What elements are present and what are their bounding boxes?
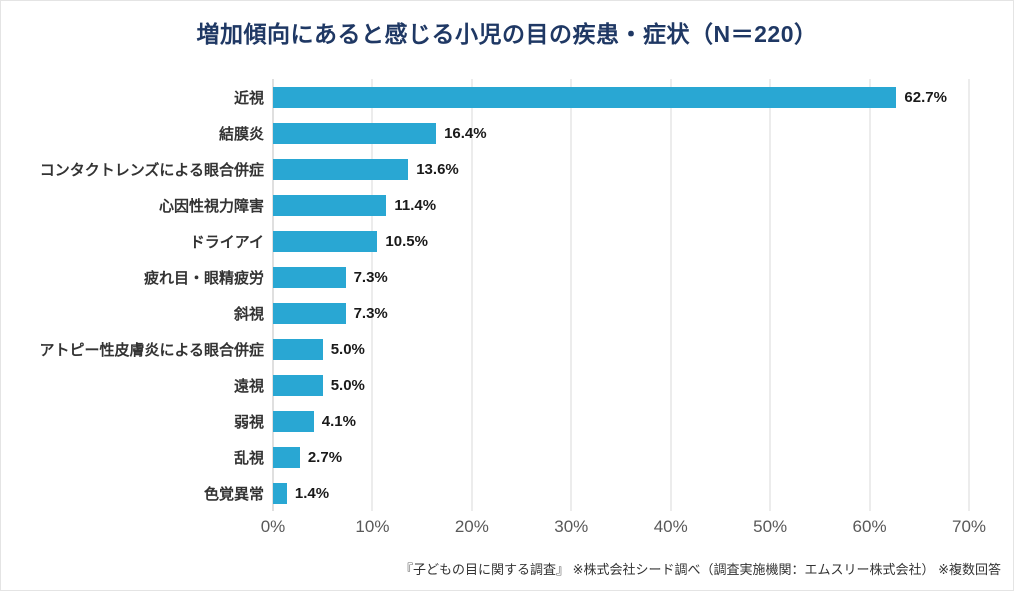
chart-title: 増加傾向にあると感じる小児の目の疾患・症状（N＝220） <box>196 21 818 47</box>
chart-row: 結膜炎 16.4% <box>1 115 1013 151</box>
bar <box>273 374 323 396</box>
x-axis-tick: 70% <box>951 517 987 536</box>
value-label: 62.7% <box>904 88 947 106</box>
chart-row: コンタクトレンズによる眼合併症 13.6% <box>1 151 1013 187</box>
chart-rows: 近視 62.7% 結膜炎 16.4% コンタクトレンズによる眼合併症 13.6% 心因性視力… <box>1 79 1013 511</box>
chart-row: 心因性視力障害 11.4% <box>1 187 1013 223</box>
row-plot: 1.4% <box>273 475 969 511</box>
category-label: 疲れ目・眼精疲労 <box>143 269 264 287</box>
chart-row: 疲れ目・眼精疲労 7.3% <box>1 259 1013 295</box>
bar <box>273 194 387 216</box>
value-label: 4.1% <box>321 412 356 430</box>
value-label: 2.7% <box>307 448 343 466</box>
chart-row: 斜視 7.3% <box>1 295 1013 331</box>
value-label: 11.4% <box>394 196 437 214</box>
row-plot: 62.7% <box>273 79 969 115</box>
x-axis-tick: 10% <box>355 517 390 536</box>
x-axis-tick: 40% <box>653 517 688 536</box>
chart-row: 色覚異常 1.4% <box>1 475 1013 511</box>
bar <box>273 302 346 324</box>
value-label: 10.5% <box>385 232 428 250</box>
chart-row: 遠視 5.0% <box>1 367 1013 403</box>
x-axis-tick: 20% <box>454 517 489 536</box>
bar <box>273 266 346 288</box>
bar <box>273 482 287 504</box>
bar <box>273 410 314 432</box>
value-label: 5.0% <box>330 376 365 394</box>
x-axis-tick: 0% <box>260 517 286 536</box>
category-label: 色覚異常 <box>203 485 264 503</box>
category-label: 遠視 <box>233 377 264 395</box>
chart-row: アトピー性皮膚炎による眼合併症 5.0% <box>1 331 1013 367</box>
row-plot: 2.7% <box>273 439 969 475</box>
x-axis-tick: 30% <box>554 517 589 536</box>
x-axis-tick: 60% <box>852 517 887 536</box>
category-label: 近視 <box>233 89 264 107</box>
category-label: 弱視 <box>233 413 264 431</box>
row-plot: 5.0% <box>273 331 969 367</box>
row-plot: 13.6% <box>273 151 969 187</box>
row-plot: 11.4% <box>273 187 969 223</box>
x-axis: 0% 10% 20% 30% 40% 50% 60% 70% <box>261 517 986 547</box>
bar <box>273 122 437 144</box>
bar <box>273 86 897 108</box>
category-label: 斜視 <box>233 305 264 323</box>
value-label: 13.6% <box>416 160 459 178</box>
row-plot: 5.0% <box>273 367 969 403</box>
bar-chart: 近視 62.7% 結膜炎 16.4% コンタクトレンズによる眼合併症 13.6% 心因性視力… <box>1 79 1013 511</box>
category-label: アトピー性皮膚炎による眼合併症 <box>39 341 264 359</box>
row-plot: 16.4% <box>273 115 969 151</box>
bar <box>273 338 323 360</box>
bar <box>273 446 300 468</box>
category-label: 乱視 <box>233 449 264 467</box>
chart-row: 近視 62.7% <box>1 79 1013 115</box>
source-note: 『子どもの目に関する調査』 ※株式会社シード調べ（調査実施機関：エムスリー株式会… <box>399 562 1001 577</box>
row-plot: 7.3% <box>273 259 969 295</box>
value-label: 1.4% <box>294 484 330 502</box>
value-label: 16.4% <box>444 124 487 142</box>
value-label: 5.0% <box>330 340 365 358</box>
value-label: 7.3% <box>353 304 388 322</box>
chart-row: 乱視 2.7% <box>1 439 1013 475</box>
category-label: 心因性視力障害 <box>158 197 264 215</box>
chart-row: 弱視 4.1% <box>1 403 1013 439</box>
category-label: ドライアイ <box>189 233 264 251</box>
bar <box>273 158 409 180</box>
category-label: 結膜炎 <box>218 125 264 143</box>
category-label: コンタクトレンズによる眼合併症 <box>39 161 264 179</box>
chart-row: ドライアイ 10.5% <box>1 223 1013 259</box>
bar <box>273 230 378 252</box>
row-plot: 7.3% <box>273 295 969 331</box>
x-axis-tick: 50% <box>753 517 788 536</box>
row-plot: 10.5% <box>273 223 969 259</box>
row-plot: 4.1% <box>273 403 969 439</box>
value-label: 7.3% <box>353 268 388 286</box>
